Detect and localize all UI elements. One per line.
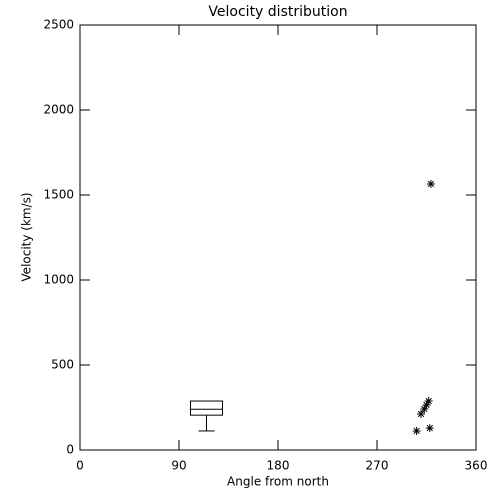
y-tick-label: 1500 (43, 188, 74, 202)
y-tick-label: 1000 (43, 273, 74, 287)
y-tick-label: 2500 (43, 18, 74, 32)
y-tick-label: 2000 (43, 103, 74, 117)
point (426, 179, 435, 188)
y-axis-label: Velocity (km/s) (20, 192, 34, 281)
x-tick-label: 0 (76, 459, 84, 473)
point (420, 405, 429, 414)
x-tick-label: 360 (465, 459, 488, 473)
point (422, 400, 431, 409)
point (417, 409, 425, 418)
box (190, 400, 223, 416)
plot-frame (79, 24, 477, 451)
x-tick-label: 180 (267, 459, 290, 473)
y-tick-label: 500 (51, 358, 74, 372)
x-tick-label: 90 (171, 459, 186, 473)
x-axis-label: Angle from north (227, 475, 329, 489)
x-tick-label: 270 (366, 459, 389, 473)
point (424, 397, 433, 406)
point (412, 426, 421, 435)
y-tick-label: 0 (66, 443, 74, 457)
point (425, 424, 434, 433)
chart-title: Velocity distribution (208, 4, 347, 20)
